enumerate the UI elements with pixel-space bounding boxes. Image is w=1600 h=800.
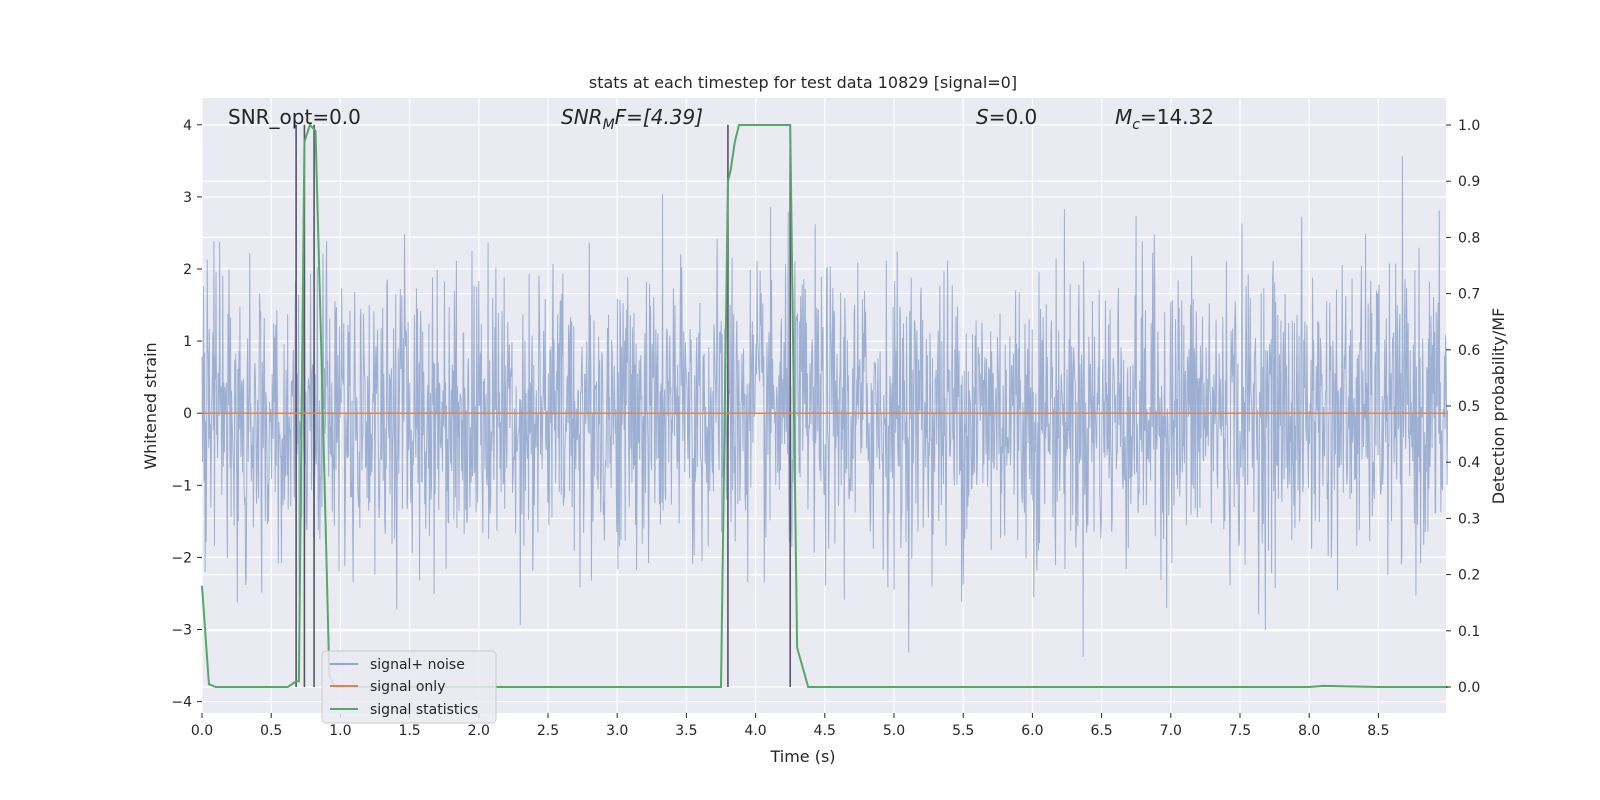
y2-tick-label: 1.0 bbox=[1458, 118, 1480, 134]
x-tick-label: 0.0 bbox=[191, 723, 213, 739]
y-tick-label: 0 bbox=[183, 406, 192, 422]
legend-box bbox=[321, 650, 497, 724]
y2-tick-label: 0.5 bbox=[1458, 399, 1480, 415]
y2-tick-label: 0.4 bbox=[1458, 455, 1480, 471]
legend-label-signal-statistics: signal statistics bbox=[370, 702, 478, 718]
x-tick-label: 7.5 bbox=[1229, 723, 1251, 739]
x-tick-label: 6.5 bbox=[1090, 723, 1112, 739]
y2-tick-label: 0.3 bbox=[1458, 511, 1480, 527]
y2-tick-label: 0.8 bbox=[1458, 230, 1480, 246]
x-tick-label: 5.5 bbox=[952, 723, 974, 739]
chart-title: stats at each timestep for test data 108… bbox=[589, 73, 1017, 92]
x-tick-label: 1.5 bbox=[398, 723, 420, 739]
x-tick-label: 6.0 bbox=[1021, 723, 1043, 739]
y2-tick-label: 0.6 bbox=[1458, 343, 1480, 359]
x-tick-label: 0.5 bbox=[260, 723, 282, 739]
legend: signal+ noise signal only signal statist… bbox=[321, 650, 497, 724]
y-tick-label: −4 bbox=[171, 695, 192, 711]
y-tick-label: 2 bbox=[183, 262, 192, 278]
x-tick-label: 2.0 bbox=[468, 723, 490, 739]
y2-tick-label: 0.7 bbox=[1458, 287, 1480, 303]
y2-tick-label: 0.2 bbox=[1458, 568, 1480, 584]
y-tick-label: −3 bbox=[171, 623, 192, 639]
annotation-snr-opt: SNR_opt=0.0 bbox=[228, 105, 361, 129]
signal-noise-line bbox=[201, 156, 1449, 658]
y-tick-label: −2 bbox=[171, 550, 192, 566]
y-tick-label: 1 bbox=[183, 334, 192, 350]
y-tick-label: 4 bbox=[183, 118, 192, 134]
x-axis-label: Time (s) bbox=[769, 747, 835, 766]
y-axis-label: Whitened strain bbox=[141, 342, 160, 469]
annotation-snr-mf: SNRMF=[4.39] bbox=[561, 105, 703, 133]
x-tick-label: 2.5 bbox=[537, 723, 559, 739]
y-axis-ticks: 4 3 2 1 0 −1 −2 −3 −4 bbox=[171, 118, 202, 711]
annotation-s: S=0.0 bbox=[976, 105, 1037, 129]
series-signal-statistics bbox=[201, 123, 1448, 688]
y2-tick-label: 0.9 bbox=[1458, 174, 1480, 190]
x-tick-label: 8.0 bbox=[1298, 723, 1320, 739]
y2-tick-label: 0.0 bbox=[1458, 680, 1480, 696]
series-signal-noise bbox=[201, 156, 1449, 658]
signal-statistics-line bbox=[201, 123, 1448, 688]
legend-label-signal-noise: signal+ noise bbox=[370, 657, 465, 673]
x-axis-ticks: 0.0 0.5 1.0 1.5 2.0 2.5 3.0 3.5 4.0 4.5 5.0 5.5 6.0 6… bbox=[191, 713, 1390, 739]
y2-axis-label: Detection probability/MF bbox=[1489, 308, 1508, 505]
x-tick-label: 5.0 bbox=[883, 723, 905, 739]
x-tick-label: 8.5 bbox=[1367, 723, 1389, 739]
y-tick-label: −1 bbox=[171, 478, 192, 494]
x-tick-label: 3.5 bbox=[675, 723, 697, 739]
y-tick-label: 3 bbox=[183, 190, 192, 206]
x-tick-label: 1.0 bbox=[329, 723, 351, 739]
x-tick-label: 7.0 bbox=[1160, 723, 1182, 739]
x-tick-label: 4.0 bbox=[744, 723, 766, 739]
y2-tick-label: 0.1 bbox=[1458, 624, 1480, 640]
legend-label-signal-only: signal only bbox=[370, 679, 445, 695]
annotation-mc: Mc=14.32 bbox=[1115, 105, 1214, 133]
x-tick-label: 3.0 bbox=[606, 723, 628, 739]
x-tick-label: 4.5 bbox=[814, 723, 836, 739]
y2-axis-ticks: 1.0 0.9 0.8 0.7 0.6 0.5 0.4 0.3 0.2 0.1 0.0 bbox=[1446, 118, 1480, 696]
